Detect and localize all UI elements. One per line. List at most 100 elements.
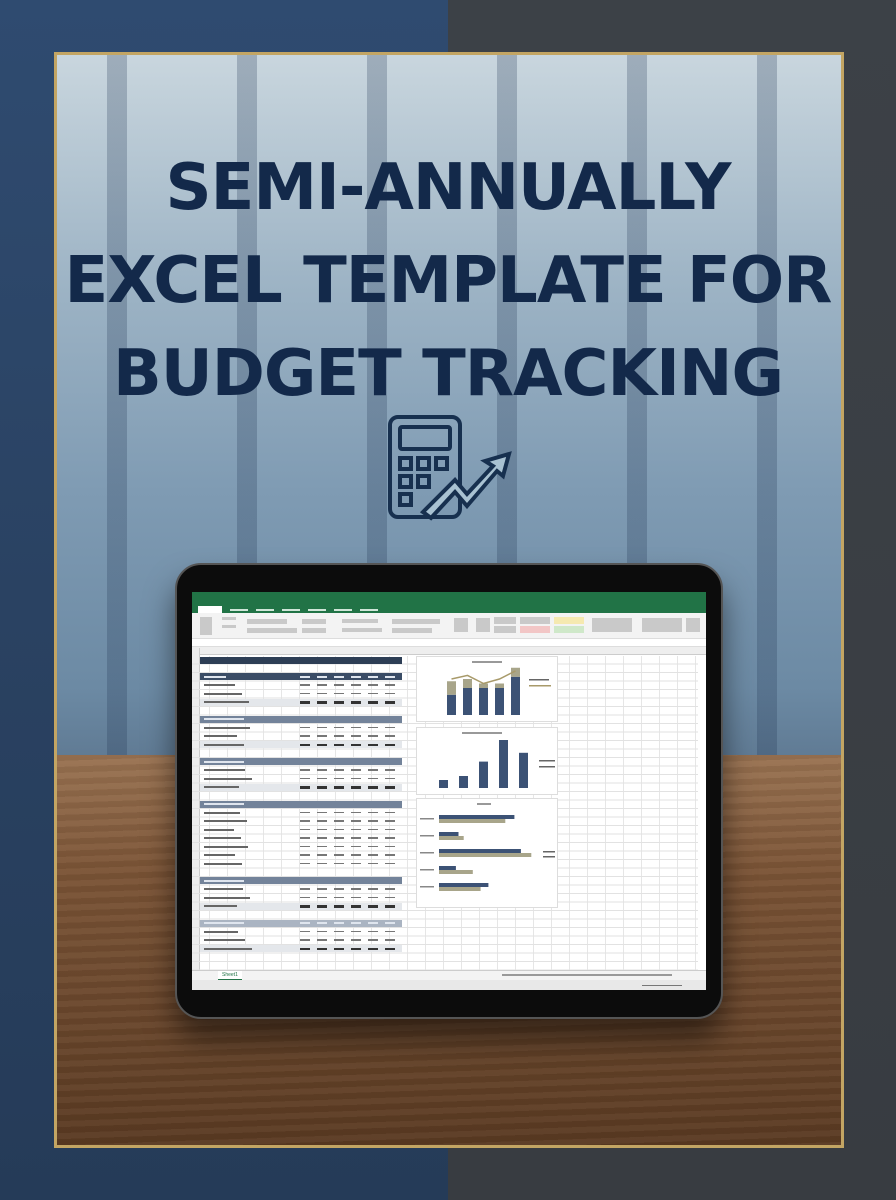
ribbon-control[interactable] (302, 628, 326, 633)
row-label (204, 939, 245, 941)
cell-value (351, 811, 361, 813)
cell-value (300, 854, 310, 856)
cell-value (300, 735, 310, 737)
ribbon-control[interactable] (247, 628, 297, 633)
cell-value (351, 845, 361, 847)
ribbon-control[interactable] (592, 618, 632, 632)
column-label (300, 675, 310, 678)
cell-value (368, 896, 378, 898)
cell-value (334, 820, 344, 822)
cell-value (351, 888, 361, 890)
ribbon-control[interactable] (554, 626, 584, 633)
cell-value (385, 939, 395, 941)
ribbon-control[interactable] (494, 626, 516, 633)
cell-value (300, 947, 310, 950)
cell-value (317, 939, 327, 941)
ribbon-control[interactable] (554, 617, 584, 624)
formula-bar[interactable] (192, 639, 706, 647)
cell-value (317, 896, 327, 898)
ribbon-control[interactable] (392, 619, 440, 624)
row-label (204, 735, 237, 737)
cell-value (368, 701, 378, 704)
ribbon-toolbar[interactable] (192, 613, 706, 639)
column-label (385, 922, 395, 924)
cell-value (300, 845, 310, 847)
row-label (204, 786, 239, 788)
cell-value (351, 769, 361, 771)
excel-title-bar (192, 592, 706, 606)
ribbon-control[interactable] (454, 618, 468, 632)
cell-value (300, 692, 310, 694)
cell-value (351, 939, 361, 941)
cell-value (385, 896, 395, 898)
row-label (204, 845, 248, 848)
category-label (420, 852, 434, 854)
bar (511, 667, 520, 677)
cell-value (300, 837, 310, 839)
status-bar (192, 980, 706, 990)
ribbon-control[interactable] (642, 618, 682, 632)
bar (479, 683, 488, 688)
bar (459, 776, 468, 788)
zoom-slider[interactable] (642, 985, 682, 986)
cell-value (334, 701, 344, 704)
ribbon-control[interactable] (247, 619, 287, 624)
cell-value (317, 888, 327, 890)
section-label (204, 922, 244, 924)
cell-value (385, 837, 395, 839)
legend-entry (529, 679, 549, 681)
row-label (204, 828, 234, 831)
row-label (204, 743, 244, 746)
ribbon-control[interactable] (476, 618, 490, 632)
cell-value (368, 947, 378, 950)
row-label (204, 888, 243, 890)
bar (439, 866, 456, 870)
ribbon-control[interactable] (520, 626, 550, 633)
sheet-tab[interactable]: Sheet1 (218, 971, 242, 980)
bar (439, 836, 464, 840)
cell-value (300, 930, 310, 932)
ribbon-control[interactable] (200, 617, 212, 635)
cell-value (317, 684, 327, 686)
cell-value (385, 947, 395, 950)
bar (439, 883, 489, 887)
cell-value (317, 930, 327, 932)
sheet-title-bar (200, 657, 402, 664)
bar (495, 688, 504, 715)
ribbon-control[interactable] (342, 619, 378, 623)
ribbon-control[interactable] (222, 617, 236, 620)
cell-value (368, 930, 378, 932)
ribbon-control[interactable] (686, 618, 700, 632)
cell-value (334, 743, 344, 746)
category-label (420, 869, 434, 871)
chart-horizontal-bar (416, 798, 558, 908)
column-label (385, 675, 395, 678)
cell-value (351, 692, 361, 694)
ribbon-control[interactable] (222, 625, 236, 628)
horizontal-scrollbar[interactable] (502, 974, 672, 976)
cell-value (300, 769, 310, 771)
ribbon-control[interactable] (494, 617, 516, 624)
row-label (204, 854, 235, 856)
ribbon-control[interactable] (392, 628, 432, 633)
cell-value (300, 905, 310, 908)
cell-value (368, 777, 378, 779)
ribbon-tabs[interactable] (192, 606, 706, 613)
cell-value (300, 862, 310, 864)
ribbon-control[interactable] (302, 619, 326, 624)
cell-value (317, 837, 327, 839)
legend-entry (539, 760, 555, 762)
cell-value (300, 820, 310, 822)
cell-value (351, 684, 361, 686)
row-label (204, 684, 235, 686)
cell-value (334, 930, 344, 932)
cell-value (334, 837, 344, 839)
bar (439, 849, 521, 853)
ribbon-control[interactable] (342, 628, 382, 632)
cell-value (368, 684, 378, 686)
cell-value (385, 786, 395, 789)
cell-value (351, 905, 361, 908)
ribbon-control[interactable] (520, 617, 550, 624)
cell-value (334, 735, 344, 737)
cell-value (368, 726, 378, 728)
